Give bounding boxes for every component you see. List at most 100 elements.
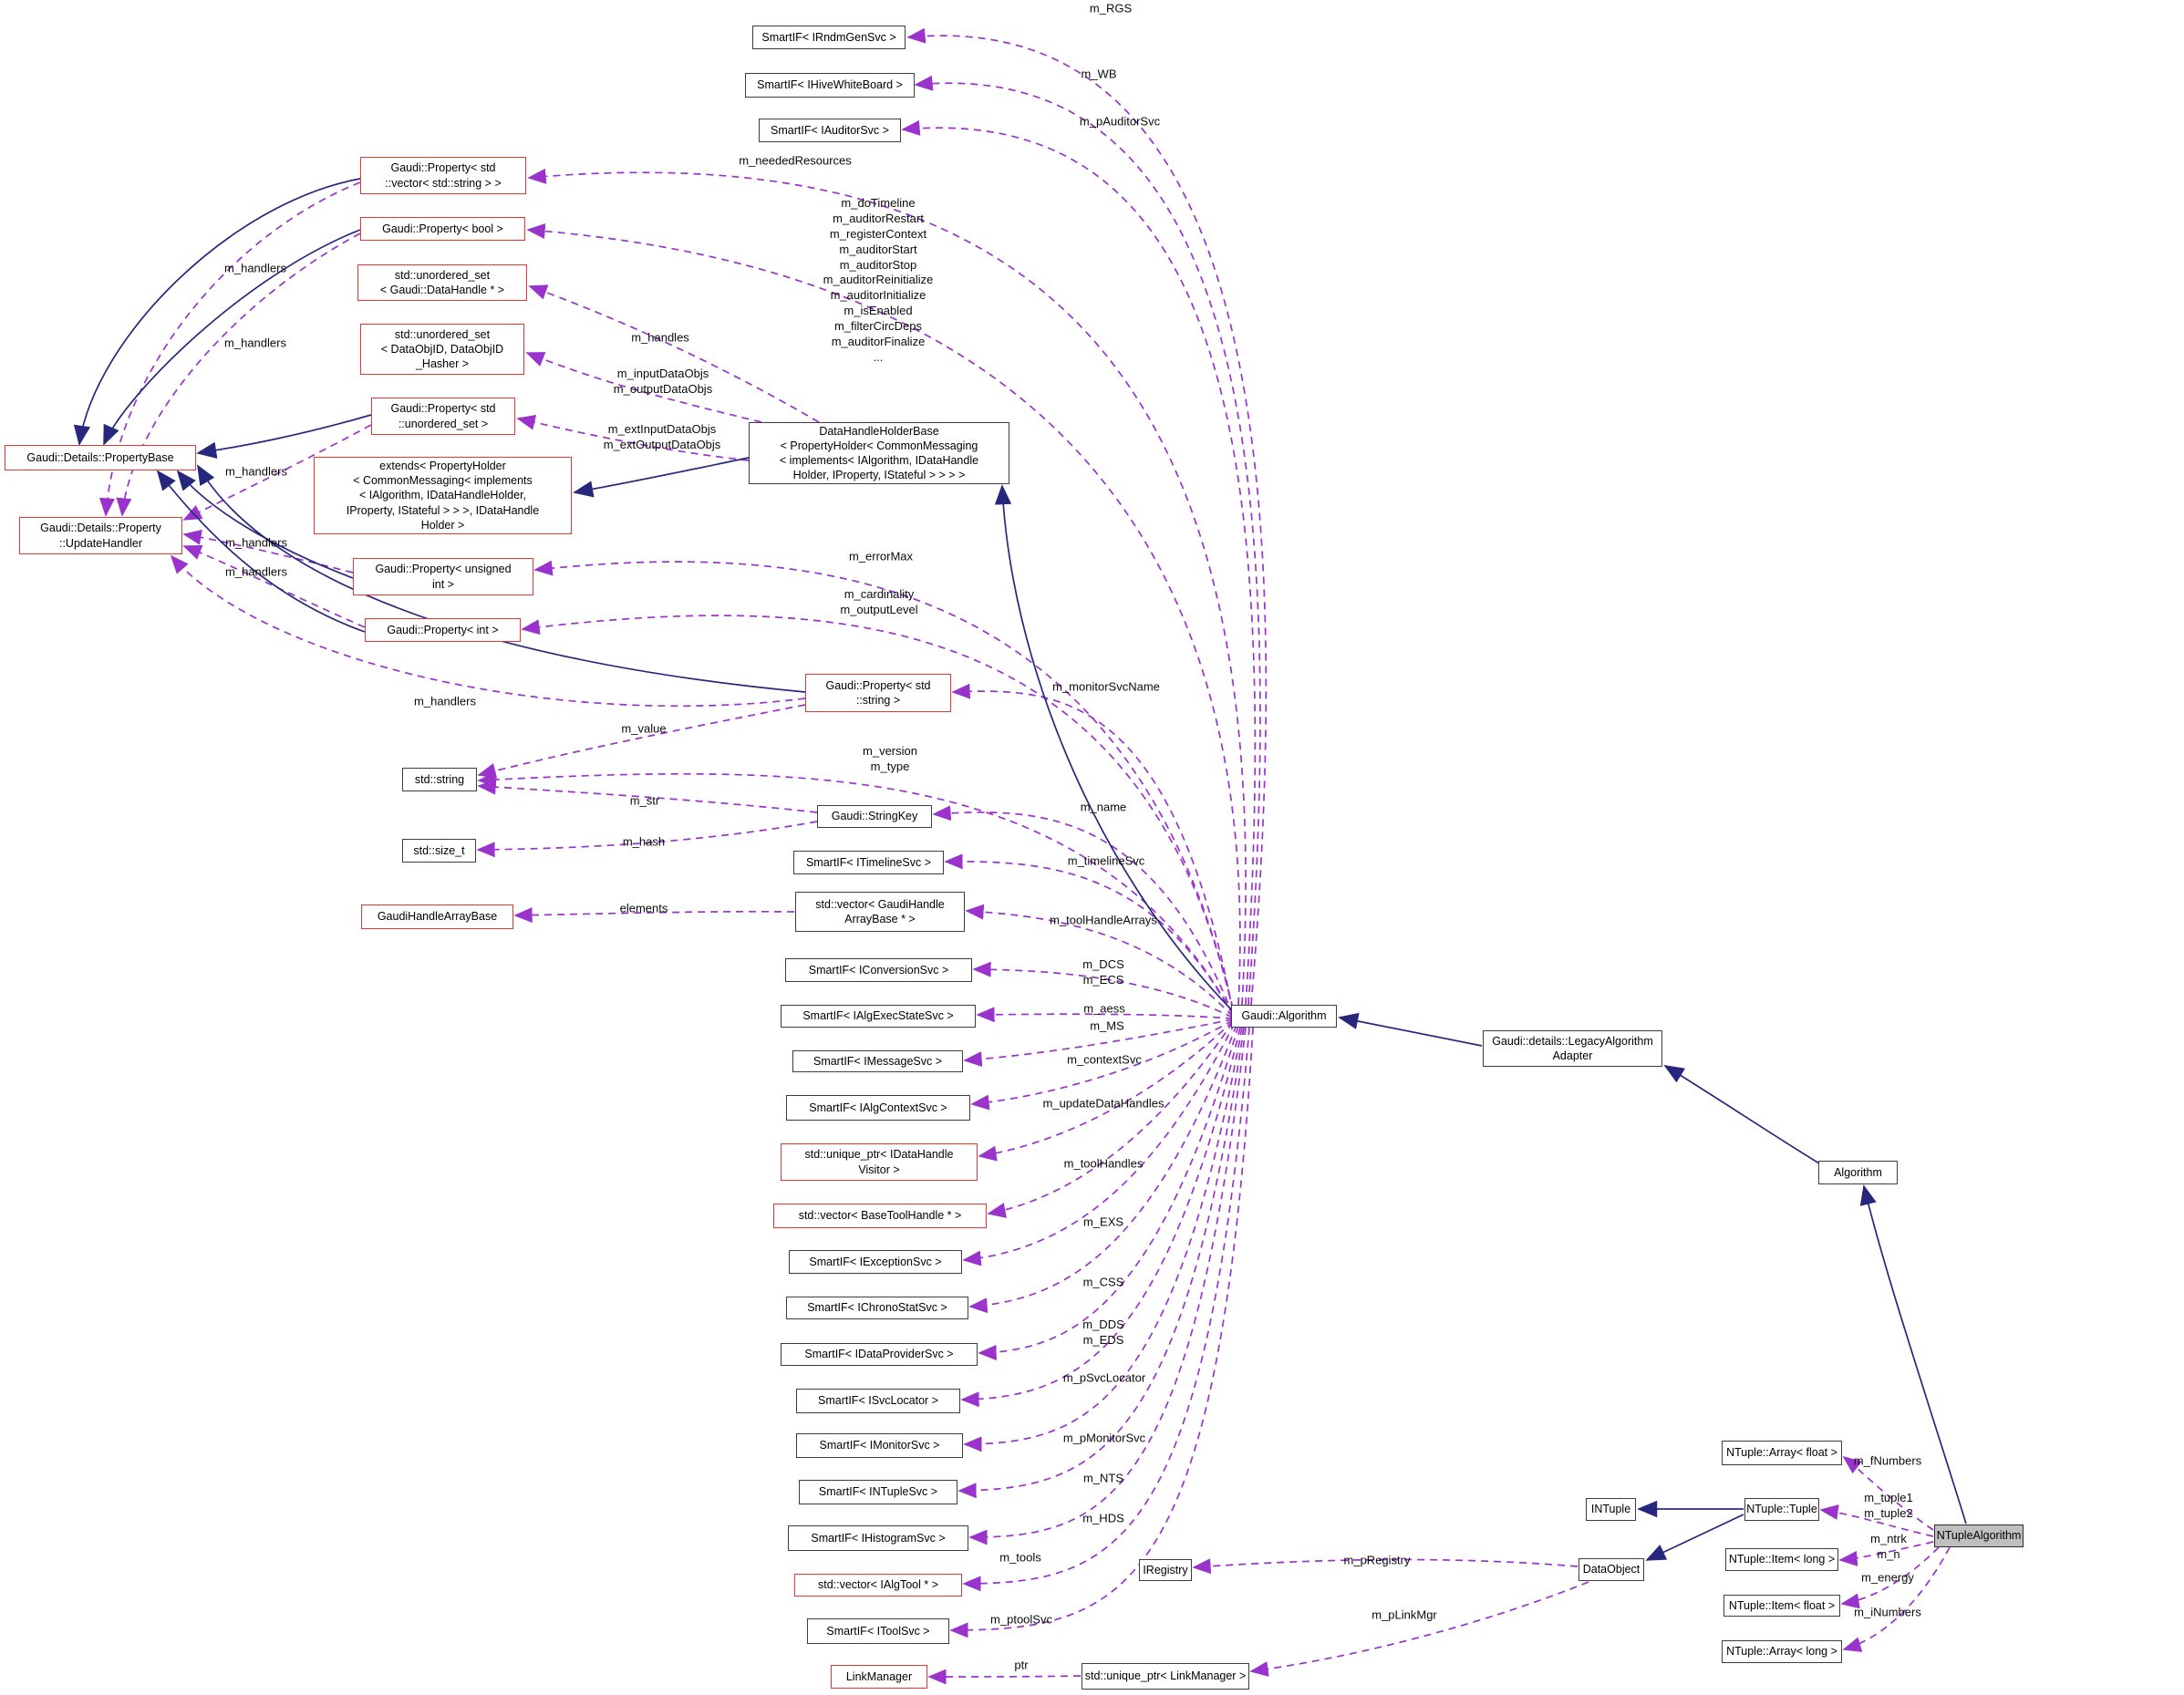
edge-m-errormax	[533, 560, 1234, 1009]
edge-m-energy	[1840, 1546, 1940, 1609]
node-smartif-imessagesvc[interactable]: SmartIF< IMessageSvc >	[792, 1050, 963, 1072]
edge-inherit-ntuplealg-alg	[1859, 1184, 1967, 1524]
node-prop-uint[interactable]: Gaudi::Property< unsigned int >	[353, 558, 533, 595]
edge-inherit-propuset	[196, 414, 372, 459]
node-smartif-irndmgensvc[interactable]: SmartIF< IRndmGenSvc >	[752, 26, 906, 49]
node-smartif-idataprovidersvc[interactable]: SmartIF< IDataProviderSvc >	[781, 1343, 978, 1366]
edge-inherit-dhhb-extends	[573, 457, 750, 498]
node-smartif-iconversionsvc[interactable]: SmartIF< IConversionSvc >	[785, 958, 972, 982]
node-std-size-t[interactable]: std::size_t	[402, 839, 476, 863]
edge-inherit-tuple-dataobject	[1645, 1514, 1744, 1561]
node-ntuple-array-long[interactable]: NTuple::Array< long >	[1722, 1640, 1842, 1663]
node-legacy-adapter[interactable]: Gaudi::details::LegacyAlgorithm Adapter	[1483, 1030, 1662, 1067]
edge-m-ptoolsvc	[949, 1027, 1254, 1638]
edge-m-toolhandles	[987, 1021, 1234, 1218]
node-intuple[interactable]: INTuple	[1586, 1498, 1636, 1521]
edge-m-css	[968, 1024, 1237, 1314]
node-smartif-ihivewhiteboard[interactable]: SmartIF< IHiveWhiteBoard >	[745, 73, 915, 98]
node-uset-datahandle[interactable]: std::unordered_set < Gaudi::DataHandle *…	[357, 264, 527, 301]
edge-m-ms	[963, 1018, 1234, 1068]
edge-m-rgs	[906, 27, 1268, 1006]
node-propertybase[interactable]: Gaudi::Details::PropertyBase	[5, 445, 196, 470]
edge-m-pauditorsvc	[901, 119, 1257, 1006]
node-std-string[interactable]: std::string	[402, 768, 477, 791]
edge-m-nts	[957, 1027, 1245, 1499]
node-ntuple-item-long[interactable]: NTuple::Item< long >	[1725, 1548, 1838, 1571]
node-stringkey[interactable]: Gaudi::StringKey	[817, 805, 932, 828]
edge-elements	[513, 907, 795, 924]
node-smartif-itimelinesvc[interactable]: SmartIF< ITimelineSvc >	[793, 851, 944, 874]
node-smartif-iexceptionsvc[interactable]: SmartIF< IExceptionSvc >	[789, 1250, 962, 1274]
node-linkmanager[interactable]: LinkManager	[831, 1665, 927, 1689]
node-ntuple-array-float[interactable]: NTuple::Array< float >	[1722, 1441, 1842, 1465]
edge-m-pmonitorsvc	[963, 1027, 1243, 1452]
node-gaudi-algorithm[interactable]: Gaudi::Algorithm	[1231, 1005, 1337, 1028]
edge-m-handlers-4	[182, 529, 354, 574]
node-ntuple-item-float[interactable]: NTuple::Item< float >	[1723, 1595, 1840, 1617]
edge-m-handles	[528, 284, 820, 423]
edge-m-inumbers	[1842, 1546, 1951, 1652]
edge-auditor-flags	[526, 223, 1241, 1006]
node-smartif-ialgexecstatesvc[interactable]: SmartIF< IAlgExecStateSvc >	[781, 1005, 976, 1028]
node-smartif-isvclocator[interactable]: SmartIF< ISvcLocator >	[796, 1389, 960, 1413]
node-dhhb[interactable]: DataHandleHolderBase < PropertyHolder< C…	[749, 422, 1009, 484]
edge-m-value	[477, 704, 806, 779]
edge-m-wb	[914, 75, 1261, 1006]
edge-m-updatedatahandles	[978, 1020, 1234, 1162]
node-smartif-iauditorsvc[interactable]: SmartIF< IAuditorSvc >	[759, 119, 901, 142]
node-ntuple-tuple[interactable]: NTuple::Tuple	[1744, 1498, 1819, 1521]
node-ntuplealgorithm[interactable]: NTupleAlgorithm	[1934, 1524, 2024, 1547]
node-vec-ialgtool[interactable]: std::vector< IAlgTool * >	[794, 1574, 962, 1597]
edge-m-cardinality	[521, 615, 1234, 1011]
edge-m-tuple	[1819, 1504, 1934, 1537]
edge-inherit-propuint	[176, 470, 354, 579]
node-updatehandler[interactable]: Gaudi::Details::Property ::UpdateHandler	[19, 517, 182, 554]
node-prop-vector-string[interactable]: Gaudi::Property< std ::vector< std::stri…	[360, 157, 526, 194]
edge-m-hash	[476, 821, 818, 858]
node-vec-ghab[interactable]: std::vector< GaudiHandle ArrayBase * >	[795, 892, 965, 932]
edge-m-handlers-5	[182, 544, 366, 628]
edge-m-tools	[962, 1027, 1250, 1592]
node-algorithm[interactable]: Algorithm	[1818, 1161, 1898, 1184]
node-smartif-ialgcontextsvc[interactable]: SmartIF< IAlgContextSvc >	[786, 1095, 970, 1121]
edge-m-ntrk-n	[1838, 1541, 1934, 1566]
node-prop-string[interactable]: Gaudi::Property< std ::string >	[805, 674, 951, 712]
node-smartif-imonitorsvc[interactable]: SmartIF< IMonitorSvc >	[796, 1433, 963, 1458]
node-prop-bool[interactable]: Gaudi::Property< bool >	[360, 217, 525, 241]
edge-inherit-alg-legacy	[1663, 1065, 1820, 1164]
node-smartif-itoolsvc[interactable]: SmartIF< IToolSvc >	[807, 1618, 949, 1644]
node-uptr-idhv[interactable]: std::unique_ptr< IDataHandle Visitor >	[781, 1143, 978, 1181]
edge-inherit-propint	[156, 470, 366, 633]
edge-m-handlers-2	[116, 233, 361, 517]
edge-m-extinputdataobjs	[516, 414, 750, 461]
node-extends-box[interactable]: extends< PropertyHolder < CommonMessagin…	[314, 457, 572, 534]
edge-inherit-propbool	[103, 229, 361, 446]
node-smartif-ihistogramsvc[interactable]: SmartIF< IHistogramSvc >	[788, 1525, 968, 1551]
node-prop-int[interactable]: Gaudi::Property< int >	[365, 618, 521, 642]
edge-m-str	[477, 779, 818, 813]
edge-m-contextsvc	[970, 1019, 1234, 1111]
edge-m-monitorsvcname	[951, 683, 1234, 1013]
edge-m-pregistry	[1192, 1558, 1578, 1575]
edge-inherit-galg-dhhb	[994, 484, 1232, 1010]
edge-m-hds	[968, 1027, 1247, 1545]
edge-m-exs	[962, 1022, 1236, 1266]
edge-m-dcs-ecs	[972, 961, 1234, 1018]
edge-m-neededresources	[527, 168, 1247, 1006]
node-vec-basetoolhandle[interactable]: std::vector< BaseToolHandle * >	[773, 1204, 987, 1228]
node-gaudihandlearraybase[interactable]: GaudiHandleArrayBase	[361, 904, 513, 929]
edge-inherit-propstring	[197, 464, 806, 693]
edge-m-handlers-1	[98, 181, 361, 517]
node-prop-uset[interactable]: Gaudi::Property< std ::unordered_set >	[371, 398, 515, 435]
edge-inherit-propvecstr	[73, 178, 361, 446]
edge-m-dds-eds	[978, 1025, 1239, 1360]
node-smartif-ichronostatsvc[interactable]: SmartIF< IChronoStatSvc >	[786, 1297, 968, 1319]
node-dataobject[interactable]: DataObject	[1578, 1558, 1644, 1581]
node-iregistry[interactable]: IRegistry	[1139, 1559, 1192, 1581]
node-smartif-intuplesvc[interactable]: SmartIF< INTupleSvc >	[799, 1480, 957, 1504]
edge-m-inputdataobjs	[525, 352, 762, 423]
node-uptr-linkmanager[interactable]: std::unique_ptr< LinkManager >	[1082, 1663, 1249, 1690]
edge-m-handlers-3	[182, 424, 372, 521]
node-uset-dataobjid[interactable]: std::unordered_set < DataObjID, DataObjI…	[360, 324, 524, 375]
